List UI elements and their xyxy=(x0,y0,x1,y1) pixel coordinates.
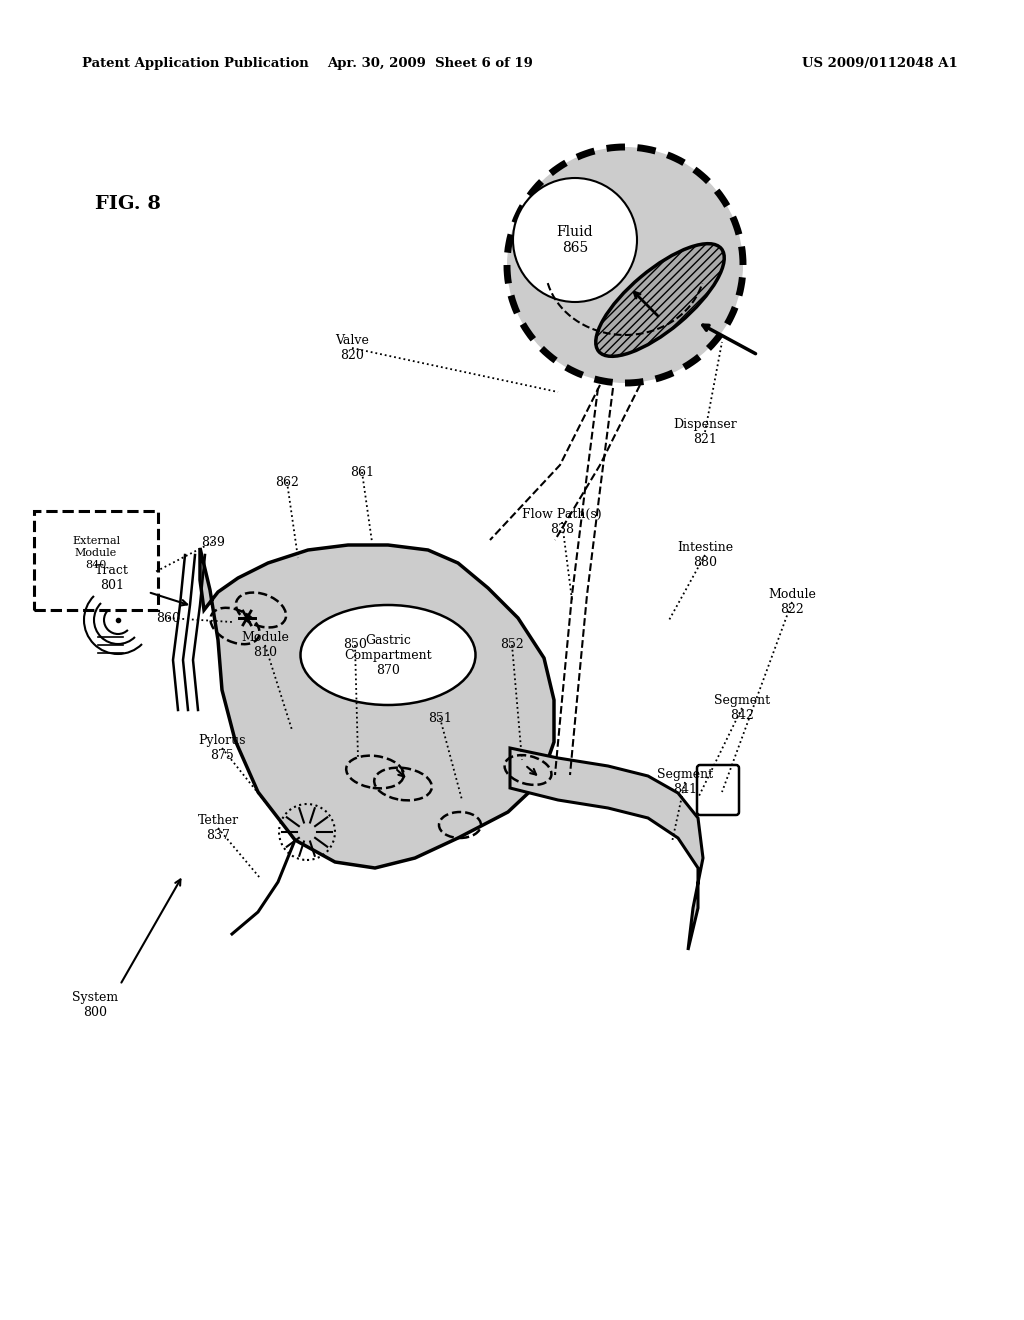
Text: 861: 861 xyxy=(350,466,374,479)
Text: 852: 852 xyxy=(500,639,524,652)
Text: 851: 851 xyxy=(428,711,452,725)
Text: Fluid
865: Fluid 865 xyxy=(557,224,593,255)
FancyBboxPatch shape xyxy=(697,766,739,814)
Text: External
Module
840: External Module 840 xyxy=(72,536,120,570)
Ellipse shape xyxy=(596,244,724,356)
Text: Patent Application Publication: Patent Application Publication xyxy=(82,57,308,70)
Text: Tether
837: Tether 837 xyxy=(198,814,239,842)
Text: Pylorus
875: Pylorus 875 xyxy=(199,734,246,762)
Text: Gastric
Compartment
870: Gastric Compartment 870 xyxy=(344,634,432,676)
Text: FIG. 8: FIG. 8 xyxy=(95,195,161,213)
Text: 850: 850 xyxy=(343,639,367,652)
Text: Segment
841: Segment 841 xyxy=(657,768,713,796)
Text: 860: 860 xyxy=(156,611,180,624)
FancyBboxPatch shape xyxy=(34,511,158,610)
Circle shape xyxy=(507,147,743,383)
Text: System
800: System 800 xyxy=(72,991,118,1019)
Text: 839: 839 xyxy=(201,536,225,549)
Text: Module
810: Module 810 xyxy=(241,631,289,659)
Text: Tract
801: Tract 801 xyxy=(95,564,129,591)
Text: Module
822: Module 822 xyxy=(768,587,816,616)
Text: Apr. 30, 2009  Sheet 6 of 19: Apr. 30, 2009 Sheet 6 of 19 xyxy=(327,57,534,70)
Polygon shape xyxy=(200,545,554,869)
Ellipse shape xyxy=(300,605,475,705)
Text: Flow Path(s)
838: Flow Path(s) 838 xyxy=(522,508,602,536)
Text: Segment
842: Segment 842 xyxy=(714,694,770,722)
Polygon shape xyxy=(510,748,703,950)
Circle shape xyxy=(513,178,637,302)
Text: US 2009/0112048 A1: US 2009/0112048 A1 xyxy=(802,57,957,70)
Text: Valve
820: Valve 820 xyxy=(335,334,369,362)
Text: Dispenser
821: Dispenser 821 xyxy=(673,418,737,446)
Text: 862: 862 xyxy=(275,475,299,488)
Text: Intestine
880: Intestine 880 xyxy=(677,541,733,569)
